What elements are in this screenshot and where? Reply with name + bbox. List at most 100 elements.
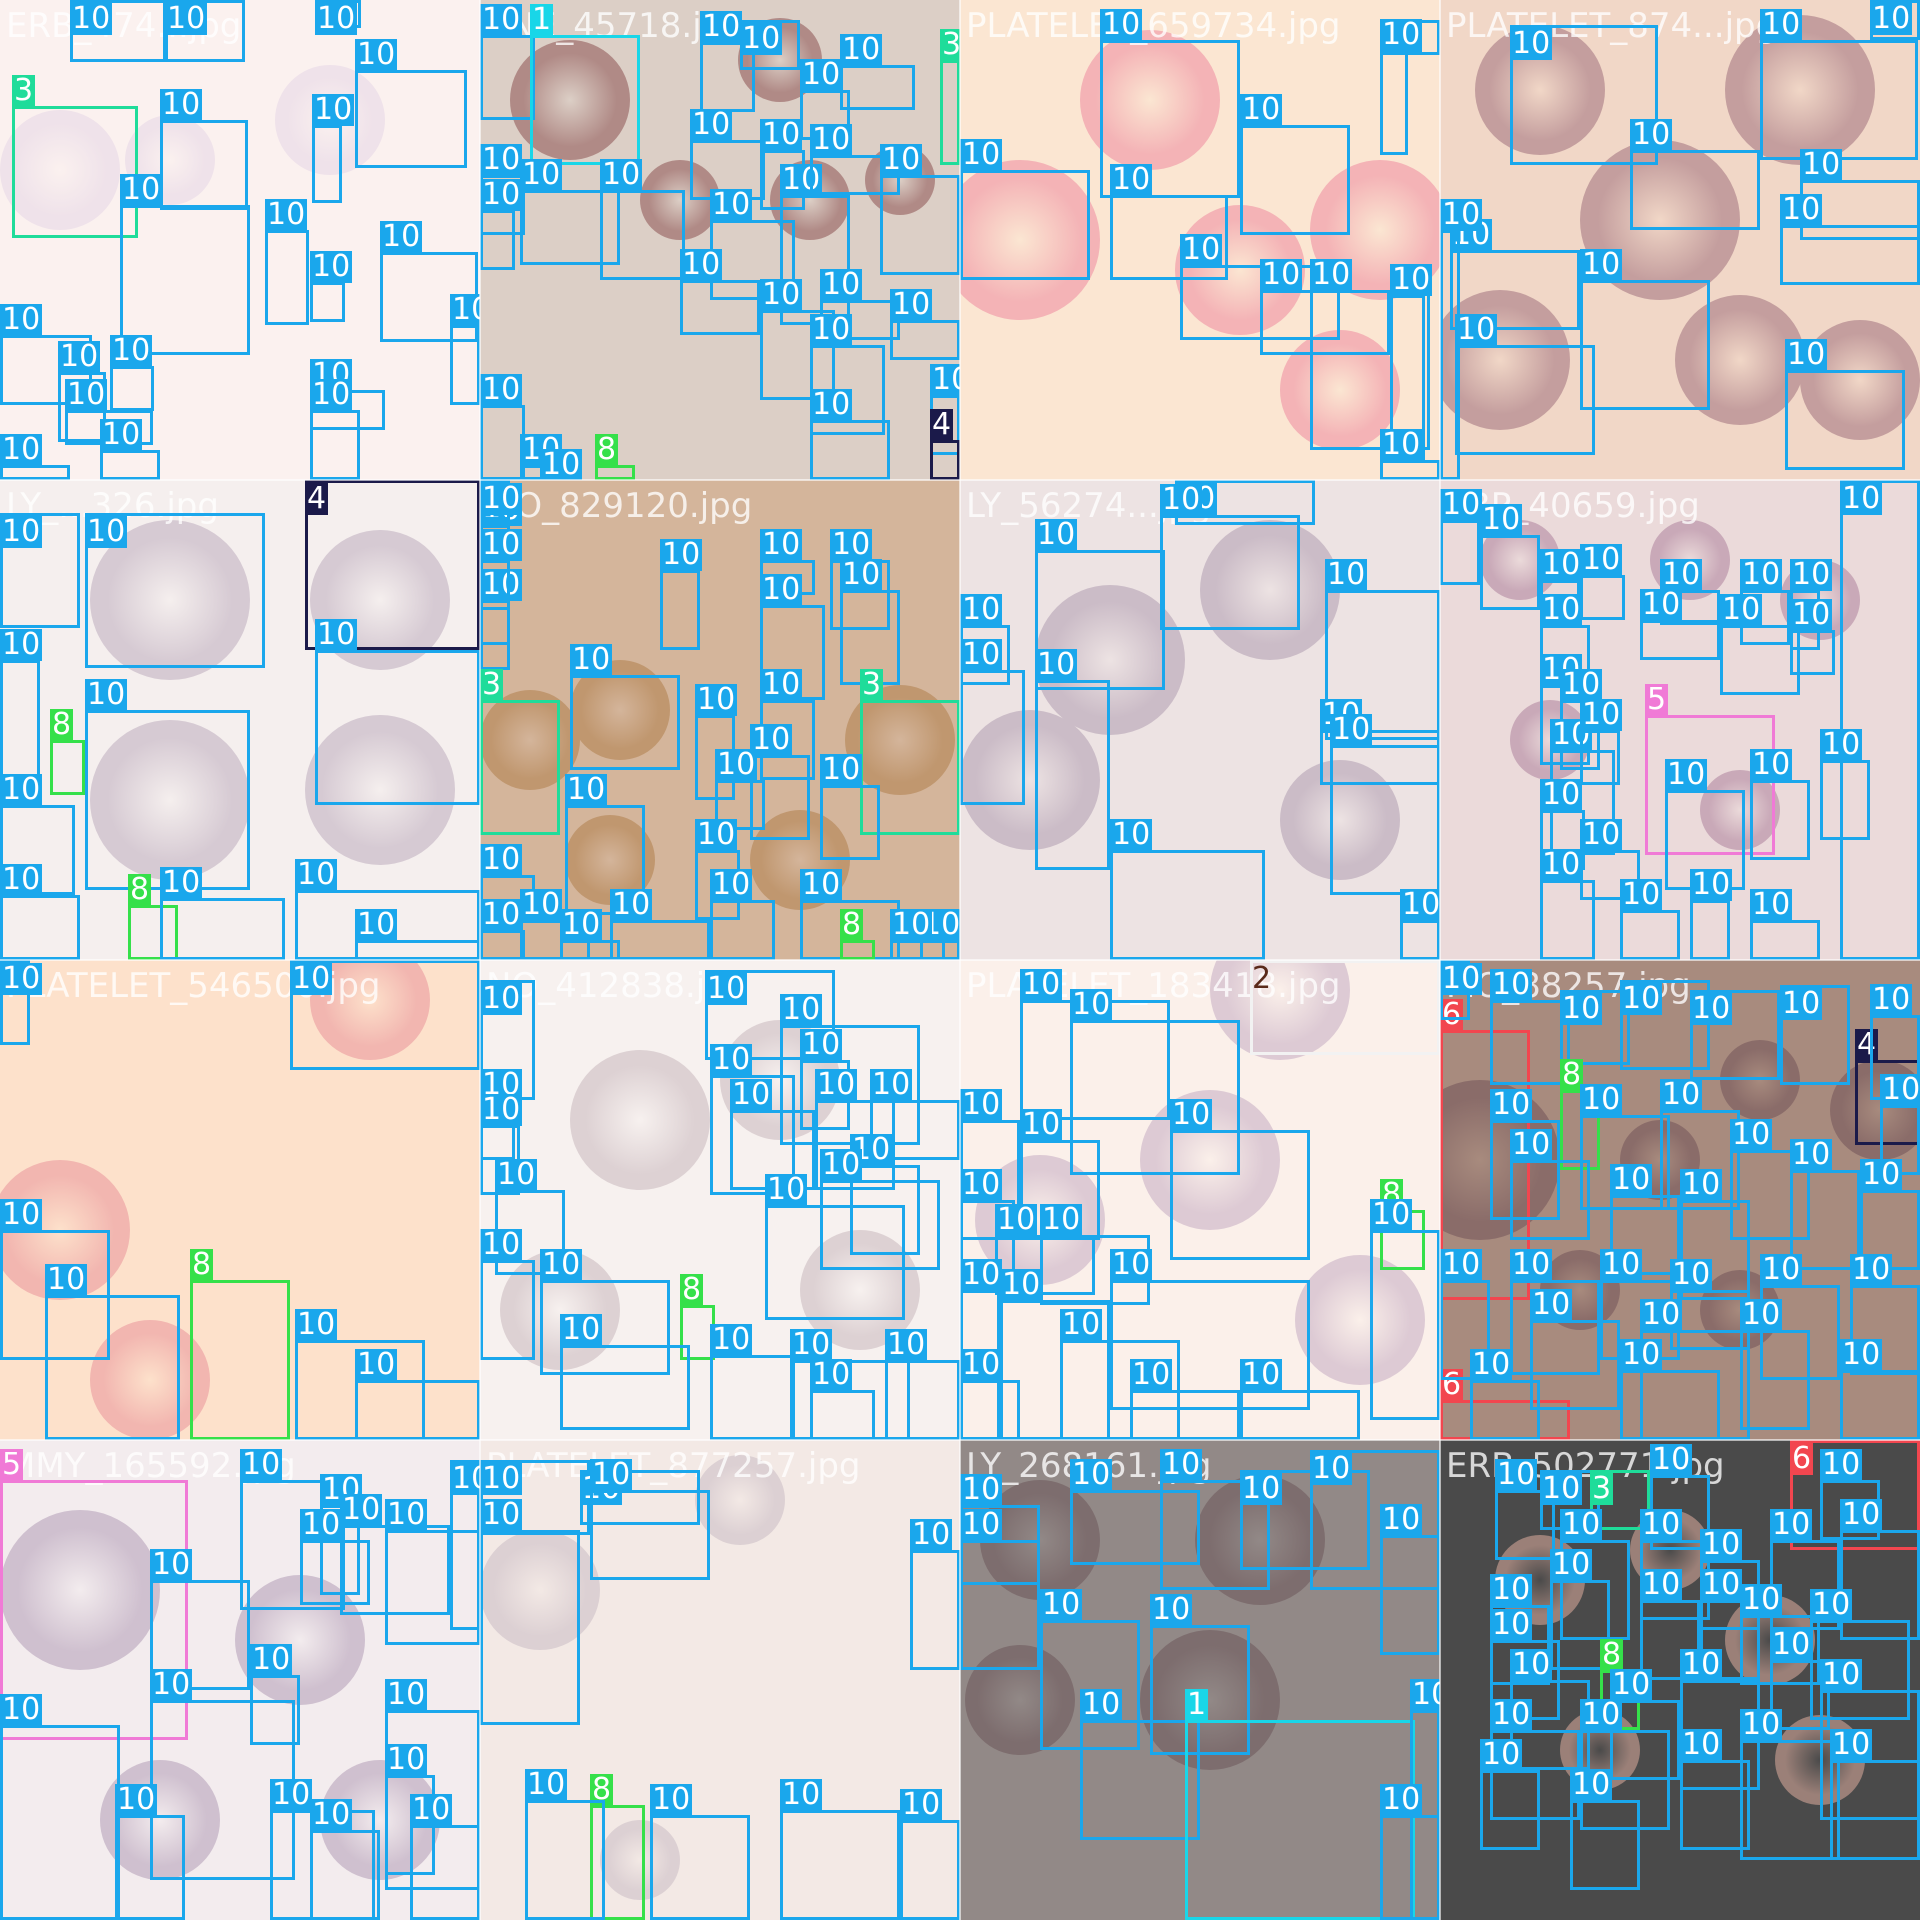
detection-box: 5 bbox=[0, 1449, 188, 1740]
class-label: 10 bbox=[1310, 257, 1353, 292]
detection-box: 10 bbox=[870, 1069, 960, 1160]
cell-blob bbox=[845, 685, 955, 795]
detection-box: 10 bbox=[810, 124, 900, 195]
detection-box: 10 bbox=[240, 1449, 345, 1610]
class-label: 10 bbox=[1580, 697, 1623, 732]
detection-box: 10 bbox=[1380, 1784, 1440, 1920]
detection-box: 10 bbox=[355, 909, 480, 960]
class-label: 10 bbox=[1550, 1547, 1593, 1582]
class-label: 10 bbox=[1580, 542, 1623, 577]
detection-box: 10 bbox=[1480, 1739, 1540, 1850]
class-label: 10 bbox=[1490, 1087, 1533, 1122]
detection-box: 10 bbox=[110, 335, 154, 411]
detection-box: 10 bbox=[900, 1789, 960, 1920]
class-label: 10 bbox=[355, 907, 398, 942]
detection-box: 10 bbox=[85, 513, 265, 668]
class-label: 10 bbox=[960, 1472, 1003, 1507]
detection-box: 10 bbox=[800, 1029, 850, 1130]
class-label: 10 bbox=[820, 1147, 863, 1182]
class-label: 10 bbox=[1840, 1497, 1883, 1532]
detection-box: 10 bbox=[1490, 1089, 1560, 1220]
class-label: 10 bbox=[1780, 986, 1823, 1021]
image-tile: LY_...326.jpg 4 10 10 10 10 8 10 10 8 10 10 10 10 bbox=[0, 480, 480, 960]
class-label: 6 bbox=[1440, 997, 1464, 1032]
detection-box: 10 bbox=[1240, 1470, 1370, 1570]
detection-box: 10 bbox=[1455, 314, 1595, 455]
detection-box: 10 bbox=[540, 1249, 670, 1375]
detection-box: 10 bbox=[480, 374, 525, 480]
class-label: 10 bbox=[315, 1, 358, 36]
class-label: 10 bbox=[760, 527, 803, 562]
class-label: 10 bbox=[1510, 1647, 1553, 1682]
class-label: 10 bbox=[1660, 1077, 1703, 1112]
class-label: 10 bbox=[265, 197, 308, 232]
detection-box: 10 bbox=[1810, 1589, 1910, 1720]
class-label: 10 bbox=[1035, 647, 1078, 682]
cell-blob bbox=[90, 720, 250, 880]
class-label: 10 bbox=[1660, 557, 1703, 592]
detection-box: 10 bbox=[810, 1359, 875, 1440]
cell-blob bbox=[1295, 1255, 1425, 1385]
detection-box: 10 bbox=[1690, 869, 1733, 960]
detection-box: 10 bbox=[1840, 480, 1920, 960]
detection-box: 10 bbox=[760, 669, 815, 780]
class-label: 10 bbox=[680, 247, 723, 282]
detection-box: 10 bbox=[1750, 889, 1820, 960]
class-label: 10 bbox=[290, 961, 333, 996]
class-label: 10 bbox=[240, 1447, 283, 1482]
class-label: 10 bbox=[150, 1667, 193, 1702]
detection-box: 10 bbox=[315, 619, 480, 805]
detection-box: 10 bbox=[480, 1094, 523, 1195]
class-label: 10 bbox=[960, 637, 1003, 672]
detection-box: 10 bbox=[760, 119, 805, 210]
class-label: 10 bbox=[800, 1027, 843, 1062]
detection-box: 10 bbox=[1510, 25, 1658, 165]
class-label: 10 bbox=[1680, 1167, 1723, 1202]
cell-blob bbox=[965, 1645, 1075, 1755]
class-label: 10 bbox=[0, 862, 43, 897]
detection-box: 10 bbox=[1240, 1359, 1360, 1440]
detection-box: 10 bbox=[1470, 1349, 1540, 1440]
class-label: 10 bbox=[160, 87, 203, 122]
detection-box: 10 bbox=[150, 1549, 250, 1690]
class-label: 10 bbox=[1100, 7, 1143, 42]
class-label: 10 bbox=[1020, 1107, 1063, 1142]
cell-blob bbox=[960, 710, 1100, 850]
class-label: 10 bbox=[480, 372, 523, 407]
class-label: 10 bbox=[660, 537, 703, 572]
detection-box: 10 bbox=[710, 1324, 795, 1440]
class-label: 10 bbox=[565, 772, 608, 807]
class-label: 10 bbox=[480, 527, 523, 562]
detection-box: 10 bbox=[840, 559, 900, 685]
class-label: 10 bbox=[1600, 1247, 1643, 1282]
detection-box: 10 bbox=[0, 960, 43, 1045]
detection-box: 8 bbox=[595, 434, 635, 480]
class-label: 10 bbox=[1820, 1657, 1863, 1692]
class-label: 10 bbox=[70, 1, 113, 36]
detection-box: 10 bbox=[780, 1779, 900, 1920]
detection-box: 6 bbox=[1440, 999, 1530, 1300]
class-label: 10 bbox=[1700, 1527, 1743, 1562]
detection-box: 10 bbox=[1510, 1249, 1600, 1375]
class-label: 10 bbox=[1640, 587, 1683, 622]
detection-box: 10 bbox=[355, 39, 467, 168]
class-label: 10 bbox=[1650, 1442, 1693, 1477]
detection-box: 10 bbox=[250, 1644, 300, 1745]
class-label: 10 bbox=[1630, 117, 1673, 152]
class-label: 10 bbox=[815, 1067, 858, 1102]
detection-box: 10 bbox=[310, 1799, 380, 1920]
class-label: 10 bbox=[1020, 967, 1063, 1002]
class-label: 10 bbox=[695, 817, 738, 852]
class-label: 10 bbox=[480, 1092, 523, 1127]
class-label: 10 bbox=[1455, 312, 1498, 347]
detection-box: 10 bbox=[780, 164, 850, 325]
image-tile: LY_268161.jpg1010101010101010101011010 bbox=[960, 1440, 1440, 1920]
detection-box: 10 bbox=[115, 1784, 185, 1920]
class-label: 10 bbox=[1640, 1567, 1683, 1602]
class-label: 8 bbox=[840, 907, 864, 942]
class-label: 10 bbox=[760, 277, 803, 312]
class-label: 10 bbox=[650, 1782, 693, 1817]
class-label: 10 bbox=[1540, 777, 1583, 812]
class-label: 10 bbox=[1410, 1679, 1440, 1711]
